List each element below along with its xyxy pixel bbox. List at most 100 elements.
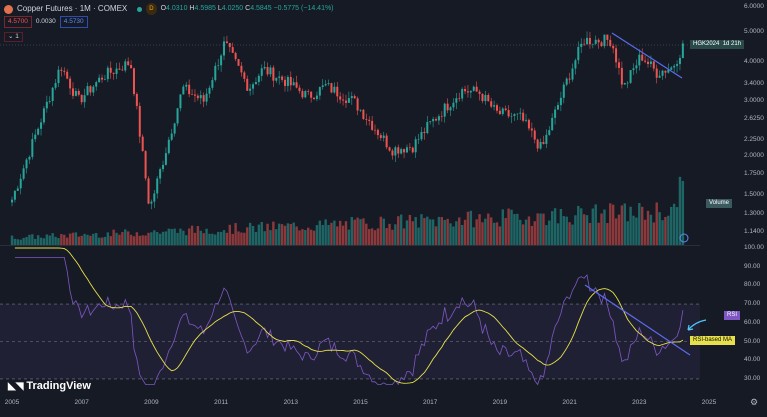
volume-bar bbox=[292, 222, 295, 245]
spread-value: 0.0030 bbox=[35, 18, 56, 25]
symbol-title[interactable]: Copper Futures · 1M · COMEX bbox=[17, 4, 128, 13]
volume-bar bbox=[275, 229, 278, 245]
volume-bar bbox=[388, 223, 391, 245]
volume-bar bbox=[156, 232, 159, 245]
indicators-toggle[interactable]: ⌄ 1 bbox=[4, 32, 23, 42]
volume-bar bbox=[237, 231, 240, 245]
candle bbox=[19, 178, 22, 189]
volume-bar bbox=[336, 226, 339, 245]
candle bbox=[603, 34, 606, 47]
rsi-trendline bbox=[584, 284, 691, 356]
volume-bar bbox=[286, 223, 290, 245]
candle bbox=[591, 43, 594, 45]
candle bbox=[301, 91, 304, 98]
candle bbox=[408, 147, 411, 148]
candle bbox=[112, 72, 115, 74]
volume-bar bbox=[498, 226, 502, 245]
candle bbox=[437, 116, 440, 121]
volume-bar bbox=[350, 217, 353, 245]
candle bbox=[51, 87, 54, 102]
volume-bar bbox=[89, 235, 92, 245]
volume-bar bbox=[74, 232, 78, 245]
candle bbox=[127, 61, 130, 65]
candle bbox=[577, 46, 580, 61]
volume-bar bbox=[513, 214, 516, 245]
volume-bar bbox=[550, 211, 554, 245]
candle bbox=[638, 54, 641, 66]
candle bbox=[63, 70, 66, 72]
volume-bar bbox=[100, 237, 104, 245]
volume-bar bbox=[240, 232, 243, 245]
candle bbox=[466, 91, 469, 93]
price-axis-label: 3.0000 bbox=[744, 96, 764, 104]
volume-bar bbox=[13, 238, 17, 245]
volume-bar bbox=[585, 215, 589, 245]
price-axis-label: 3.4000 bbox=[744, 80, 764, 88]
candle bbox=[632, 68, 635, 71]
tradingview-logo[interactable]: ◣◥ TradingView bbox=[8, 380, 91, 392]
volume-bar bbox=[620, 205, 624, 245]
candle bbox=[382, 135, 385, 138]
volume-bar bbox=[661, 220, 664, 245]
candle bbox=[16, 188, 19, 191]
candle bbox=[83, 95, 86, 103]
candle bbox=[440, 116, 443, 117]
volume-bar bbox=[556, 223, 560, 245]
volume-bar bbox=[597, 222, 600, 245]
volume-bar bbox=[141, 235, 144, 245]
volume-bar bbox=[10, 235, 14, 245]
volume-bar bbox=[80, 235, 83, 245]
volume-bar bbox=[394, 224, 397, 245]
settings-icon[interactable]: ⚙ bbox=[750, 397, 759, 407]
volume-bar bbox=[31, 234, 34, 245]
candle bbox=[644, 60, 647, 62]
delayed-badge: D bbox=[146, 3, 157, 15]
volume-bar bbox=[263, 231, 266, 245]
volume-bar bbox=[97, 237, 101, 245]
volume-bar bbox=[309, 229, 313, 245]
rsi-axis-label: 30.00 bbox=[744, 374, 761, 382]
volume-bar bbox=[562, 216, 565, 245]
candle bbox=[469, 90, 472, 93]
volume-bar bbox=[318, 220, 322, 245]
volume-bar bbox=[283, 225, 287, 245]
volume-bar bbox=[150, 232, 153, 245]
volume-bar bbox=[321, 225, 324, 245]
volume-bar bbox=[158, 233, 162, 245]
volume-bar bbox=[675, 207, 679, 245]
candle bbox=[487, 94, 490, 102]
volume-bar bbox=[420, 214, 423, 245]
volume-bar bbox=[83, 233, 86, 245]
candle bbox=[565, 78, 568, 85]
price-axis-label: 2.2500 bbox=[744, 136, 764, 143]
volume-bar bbox=[632, 215, 635, 245]
volume-bar bbox=[397, 216, 400, 245]
candle bbox=[170, 133, 173, 140]
candle bbox=[98, 77, 101, 83]
candle bbox=[571, 68, 574, 80]
volume-bar bbox=[373, 230, 377, 245]
time-axis-label: 2013 bbox=[283, 399, 299, 406]
candle bbox=[124, 61, 127, 71]
candle bbox=[443, 103, 446, 117]
candle bbox=[266, 67, 269, 75]
candle bbox=[362, 109, 365, 120]
volume-bar bbox=[202, 233, 205, 245]
candle bbox=[411, 147, 414, 153]
replay-icon bbox=[679, 233, 689, 243]
volume-bar bbox=[338, 220, 342, 245]
tradingview-logo-icon: ◣◥ bbox=[8, 381, 24, 392]
time-axis-label: 2017 bbox=[422, 399, 438, 406]
candle bbox=[588, 37, 591, 45]
volume-bar bbox=[519, 219, 522, 245]
volume-bar bbox=[161, 231, 165, 245]
candle bbox=[426, 122, 429, 134]
volume-bar bbox=[376, 228, 380, 245]
volume-bar bbox=[115, 232, 118, 245]
sell-button[interactable]: 4.5700 bbox=[4, 16, 32, 28]
volume-bar bbox=[641, 206, 644, 245]
volume-bar bbox=[638, 203, 641, 245]
volume-bar bbox=[472, 227, 475, 245]
buy-button[interactable]: 4.5730 bbox=[59, 16, 88, 28]
